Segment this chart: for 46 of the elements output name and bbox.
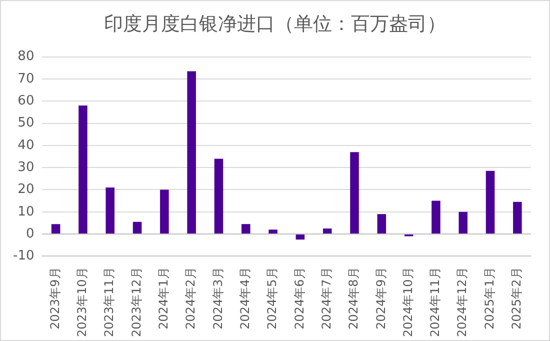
bar <box>187 71 196 234</box>
y-tick-label: -10 <box>13 248 34 264</box>
x-tick-label: 2023年11月 <box>102 267 116 338</box>
x-tick-label: 2024年4月 <box>238 267 252 330</box>
x-tick-label: 2023年9月 <box>48 267 62 330</box>
x-tick-label: 2023年12月 <box>129 267 144 338</box>
y-tick-label: 80 <box>18 49 34 64</box>
x-tick-label: 2024年10月 <box>400 267 415 338</box>
x-tick-label: 2025年1月 <box>482 267 496 330</box>
x-tick-label: 2024年8月 <box>346 267 361 330</box>
y-tick-label: 20 <box>18 182 34 198</box>
x-tick-label: 2024年6月 <box>292 267 306 330</box>
x-tick-label: 2024年1月 <box>156 267 171 330</box>
y-tick-label: 10 <box>18 204 34 220</box>
bar <box>78 106 88 234</box>
bar <box>268 230 278 234</box>
bar <box>350 152 359 234</box>
x-tick-label: 2024年7月 <box>319 267 334 330</box>
bar <box>458 212 468 234</box>
chart-title: 印度月度白银净进口（单位：百万盎司） <box>103 12 447 37</box>
bar <box>242 224 250 234</box>
x-tick-label: 2025年2月 <box>510 267 524 330</box>
bar <box>296 234 305 240</box>
bar <box>486 170 495 234</box>
bar <box>51 224 60 234</box>
bar <box>132 222 142 234</box>
bar <box>513 202 522 234</box>
y-tick-label: 30 <box>18 160 34 175</box>
x-tick-label: 2024年3月 <box>210 267 225 330</box>
x-tick-label: 2024年5月 <box>265 267 280 330</box>
bar <box>432 200 440 234</box>
y-tick-label: 60 <box>18 93 34 108</box>
x-tick-label: 2024年11月 <box>428 267 442 338</box>
x-tick-label: 2024年12月 <box>455 267 470 338</box>
x-tick-label: 2023年10月 <box>75 267 90 338</box>
y-tick-label: 70 <box>18 71 34 86</box>
bar <box>214 158 224 234</box>
bar <box>322 228 332 234</box>
bar <box>106 188 115 234</box>
bar <box>160 190 169 234</box>
x-tick-label: 2024年2月 <box>184 267 198 330</box>
x-tick-label: 2024年9月 <box>374 267 388 330</box>
y-tick-label: 0 <box>26 226 34 242</box>
bar <box>377 214 386 234</box>
y-tick-label: 50 <box>18 116 34 131</box>
y-tick-label: 40 <box>18 138 34 153</box>
